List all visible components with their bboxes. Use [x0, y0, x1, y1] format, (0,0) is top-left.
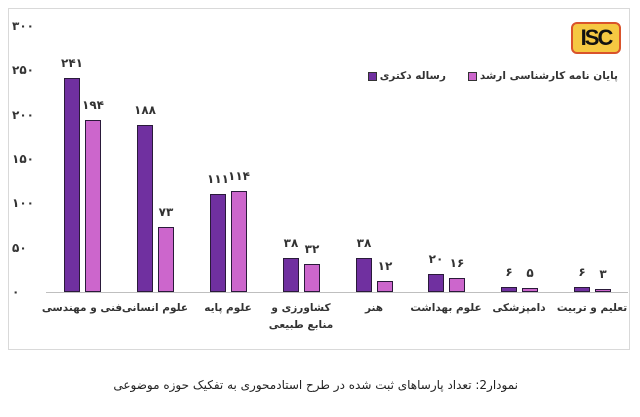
bar-value-label: ۲۴۱: [61, 56, 83, 71]
bar-value-label: ۱۹۴: [82, 97, 104, 112]
bar-phd: [210, 193, 226, 292]
x-category-label: علوم بهداشت: [410, 302, 482, 314]
bar-masters: [595, 289, 611, 292]
x-axis-line: [46, 292, 628, 293]
bar-masters: [304, 263, 320, 292]
bar-phd: [137, 125, 153, 292]
chart-frame: [8, 8, 630, 350]
isc-logo: ISC: [571, 22, 621, 54]
bar-value-label: ۳۸: [356, 236, 372, 251]
legend: رساله دکتری پایان نامه کارشناسی ارشد: [367, 70, 618, 82]
bar-masters: [85, 120, 101, 292]
y-tick-label: ۳۰۰: [12, 19, 34, 33]
logo-text: ISC: [580, 25, 614, 50]
bar-value-label: ۳: [599, 267, 607, 282]
bar-value-label: ۱۱۱: [207, 171, 229, 186]
bar-value-label: ۷۳: [158, 205, 174, 220]
x-category-label: دامپزشکی: [492, 302, 546, 314]
legend-swatch-phd: [367, 71, 377, 81]
bar-masters: [158, 227, 174, 292]
legend-label-phd: رساله دکتری: [379, 70, 446, 82]
x-category-label: کشاورزی و منابع طبیعی: [268, 302, 334, 331]
bar-masters: [377, 281, 393, 292]
legend-label-masters: پایان نامه کارشناسی ارشد: [479, 70, 618, 82]
legend-item-masters: پایان نامه کارشناسی ارشد: [467, 70, 618, 82]
bar-masters: [449, 277, 465, 292]
bar-value-label: ۱۶: [449, 255, 465, 270]
y-tick-label: ۵۰: [12, 240, 27, 255]
bar-value-label: ۱۸۸: [134, 103, 156, 118]
y-tick-label: ۱۵۰: [12, 152, 34, 166]
bar-value-label: ۱۲: [377, 259, 393, 274]
bar-value-label: ۱۱۴: [228, 168, 250, 183]
x-category-label: تعلیم و تربیت: [556, 302, 628, 314]
bar-phd: [501, 286, 517, 292]
x-category-label: هنر: [364, 302, 384, 314]
bar-phd: [64, 78, 80, 292]
y-tick-label: ۱۰۰: [12, 196, 34, 211]
x-category-label: علوم پایه: [204, 302, 252, 314]
bar-phd: [428, 274, 444, 292]
x-category-label: علوم انسانی: [121, 302, 189, 314]
bar-value-label: ۶: [578, 264, 586, 279]
bar-phd: [574, 286, 590, 292]
bar-masters: [231, 190, 247, 292]
bar-value-label: ۶: [505, 264, 513, 279]
y-tick-label: ۰: [12, 285, 20, 299]
y-tick-label: ۲۵۰: [12, 63, 34, 78]
y-tick-label: ۲۰۰: [12, 107, 34, 122]
bar-value-label: ۵: [526, 265, 534, 280]
x-category-label: فنی و مهندسی: [41, 302, 123, 314]
bar-value-label: ۲۰: [428, 252, 444, 267]
bar-phd: [356, 258, 372, 292]
bar-value-label: ۳۸: [283, 236, 299, 251]
legend-swatch-masters: [467, 71, 477, 81]
legend-item-phd: رساله دکتری: [367, 70, 446, 82]
figure-caption: نمودار2: تعداد پارساهای ثبت شده در طرح ا…: [113, 378, 518, 392]
bar-value-label: ۳۲: [304, 241, 320, 256]
bar-masters: [522, 287, 538, 292]
bar-phd: [283, 258, 299, 292]
